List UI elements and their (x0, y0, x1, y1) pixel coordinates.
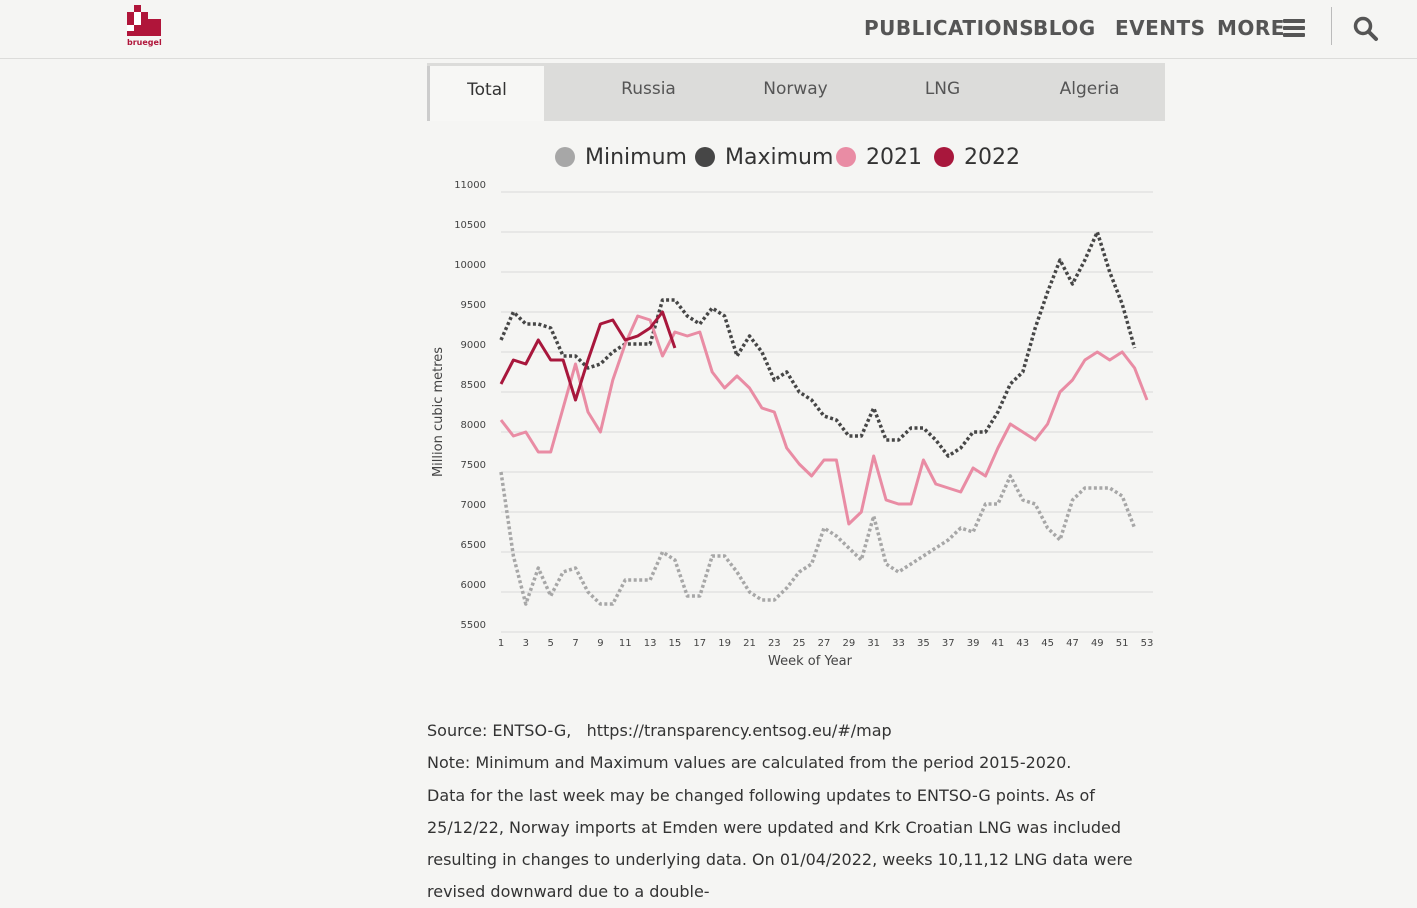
x-tick-label: 45 (1041, 638, 1054, 649)
x-tick-label: 37 (942, 638, 955, 649)
hamburger-icon[interactable] (1283, 18, 1306, 38)
legend-2022-dot (934, 147, 954, 167)
series-2021-line (499, 314, 1149, 526)
legend-2022[interactable]: 2022 (934, 145, 1020, 170)
logo-text: bruegel (127, 38, 162, 47)
x-tick-label: 15 (669, 638, 682, 649)
x-tick-label: 51 (1116, 638, 1129, 649)
y-tick-label: 8500 (461, 380, 486, 391)
y-tick-label: 9000 (461, 340, 486, 351)
y-tick-label: 6000 (461, 580, 486, 591)
series-2022-line (499, 310, 677, 402)
x-tick-label: 53 (1141, 638, 1154, 649)
x-tick-label: 19 (718, 638, 731, 649)
x-tick-label: 23 (768, 638, 781, 649)
x-tick-label: 5 (548, 638, 554, 649)
legend-2022-label: 2022 (964, 145, 1020, 170)
tab-lng[interactable]: LNG (924, 79, 961, 99)
nav-events[interactable]: EVENTS (1115, 16, 1206, 40)
y-tick-label: 10000 (454, 260, 486, 271)
data-note: Data for the last week may be changed fo… (427, 786, 1133, 901)
legend-maximum-label: Maximum (725, 145, 834, 170)
legend-2021[interactable]: 2021 (836, 145, 922, 170)
x-tick-label: 3 (523, 638, 529, 649)
bruegel-logo[interactable] (126, 5, 166, 49)
legend-minimum[interactable]: Minimum (555, 145, 687, 170)
legend-maximum[interactable]: Maximum (695, 145, 833, 170)
nav-divider (1331, 7, 1332, 45)
chart-canvas: 11000 10500 10000 9500 9000 8500 8000 7500 7000 6… (431, 180, 1154, 669)
x-tick-label: 13 (644, 638, 657, 649)
x-tick-label: 27 (818, 638, 831, 649)
nav-blog[interactable]: BLOG (1033, 16, 1096, 40)
x-tick-label: 43 (1016, 638, 1029, 649)
nav-publications[interactable]: PUBLICATIONS (864, 16, 1035, 40)
x-tick-label: 31 (867, 638, 880, 649)
tab-bar: Total Russia Norway LNG Algeria (427, 63, 1165, 121)
y-tick-label: 11000 (454, 180, 486, 191)
legend-2021-dot (836, 147, 856, 167)
y-tick-label: 6500 (461, 540, 486, 551)
legend-maximum-dot (695, 147, 715, 167)
legend-minimum-dot (555, 147, 575, 167)
x-tick-label: 41 (992, 638, 1005, 649)
x-tick-label: 9 (597, 638, 603, 649)
maximum-series-line (499, 230, 1137, 458)
minimum-series-line (499, 471, 1137, 606)
legend-2021-label: 2021 (866, 145, 922, 170)
source-line: Source: ENTSO-G, https://transparency.en… (427, 715, 1167, 747)
x-tick-label: 33 (892, 638, 905, 649)
y-tick-label: 7000 (461, 500, 486, 511)
source-label: Source: ENTSO-G, (427, 721, 572, 740)
y-tick-label: 5500 (461, 620, 486, 631)
y-tick-label: 8000 (461, 420, 486, 431)
tab-russia[interactable]: Russia (621, 79, 676, 99)
nav-more[interactable]: MORE (1217, 16, 1285, 40)
tab-total[interactable]: Total (427, 66, 544, 121)
x-axis-title: Week of Year (768, 654, 853, 669)
y-tick-label: 9500 (461, 300, 486, 311)
x-tick-label: 47 (1066, 638, 1079, 649)
tab-norway[interactable]: Norway (763, 79, 828, 99)
y-axis-title: Million cubic metres (431, 347, 446, 477)
note-line: Note: Minimum and Maximum values are cal… (427, 753, 1072, 772)
x-tick-label: 25 (793, 638, 806, 649)
x-tick-label: 1 (498, 638, 504, 649)
x-tick-label: 35 (917, 638, 930, 649)
x-tick-label: 29 (842, 638, 855, 649)
y-tick-label: 7500 (461, 460, 486, 471)
search-icon[interactable] (1353, 16, 1379, 42)
source-link[interactable]: https://transparency.entsog.eu/#/map (586, 721, 892, 740)
x-tick-label: 21 (743, 638, 756, 649)
x-tick-label: 49 (1091, 638, 1104, 649)
legend-minimum-label: Minimum (585, 145, 687, 170)
x-tick-label: 17 (693, 638, 706, 649)
x-tick-label: 11 (619, 638, 632, 649)
tab-algeria[interactable]: Algeria (1059, 79, 1120, 99)
y-tick-label: 10500 (454, 220, 486, 231)
site-header: bruegel PUBLICATIONS BLOG EVENTS MORE (0, 0, 1417, 59)
x-tick-label: 7 (572, 638, 578, 649)
x-tick-label: 39 (967, 638, 980, 649)
